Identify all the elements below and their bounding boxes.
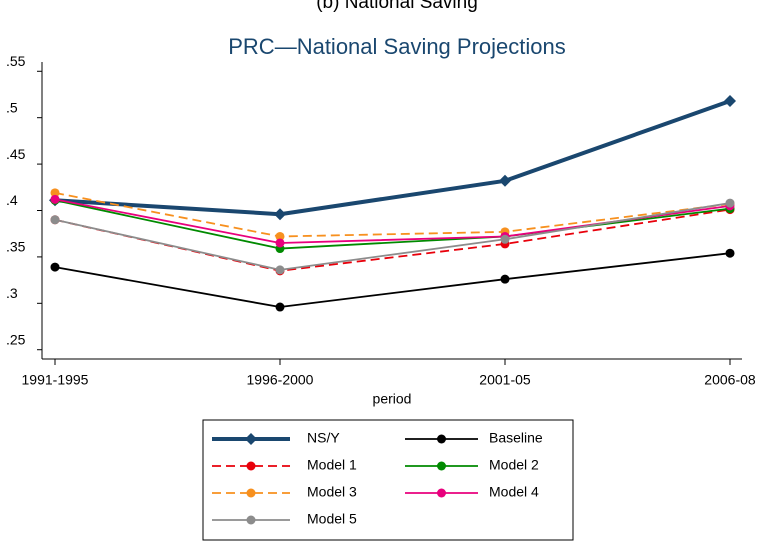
chart-title: PRC—National Saving Projections bbox=[228, 34, 566, 59]
y-tick-label: .4 bbox=[6, 192, 18, 208]
x-tick-label: 1996-2000 bbox=[247, 372, 314, 388]
data-point bbox=[275, 238, 285, 248]
legend-label: Model 2 bbox=[489, 457, 539, 473]
chart-subtitle: (b) National Saving bbox=[316, 0, 478, 13]
x-tick-label: 2001-05 bbox=[479, 372, 531, 388]
y-tick-label: .25 bbox=[6, 331, 26, 347]
series-line bbox=[54, 99, 731, 217]
legend-label: NS/Y bbox=[307, 430, 340, 446]
data-point bbox=[50, 194, 60, 204]
legend-label: Model 3 bbox=[307, 484, 357, 500]
data-point bbox=[275, 265, 285, 275]
y-tick-label: .45 bbox=[6, 146, 26, 162]
data-point bbox=[275, 302, 285, 312]
series-line bbox=[54, 191, 731, 238]
series-line bbox=[54, 252, 731, 308]
series-line bbox=[54, 202, 731, 271]
legend-marker bbox=[437, 461, 446, 471]
legend-marker bbox=[246, 461, 256, 471]
data-point bbox=[724, 94, 736, 107]
y-tick-label: .55 bbox=[6, 53, 26, 69]
data-point bbox=[50, 215, 60, 225]
x-tick-label: 1991-1995 bbox=[22, 372, 89, 388]
data-point bbox=[274, 208, 286, 221]
legend-marker bbox=[437, 488, 446, 498]
series-line bbox=[54, 199, 731, 250]
data-point bbox=[500, 234, 510, 244]
legend-label: Baseline bbox=[489, 430, 543, 446]
legend-marker bbox=[246, 515, 256, 525]
x-tick-label: 2006-08 bbox=[704, 372, 756, 388]
data-point bbox=[500, 274, 510, 284]
data-point bbox=[725, 198, 735, 208]
legend-marker bbox=[246, 488, 256, 498]
x-axis-label: period bbox=[373, 391, 412, 407]
y-tick-label: .35 bbox=[6, 239, 26, 255]
y-tick-label: .3 bbox=[6, 285, 18, 301]
data-point bbox=[50, 188, 60, 198]
y-tick-label: .5 bbox=[6, 99, 18, 115]
legend-label: Model 4 bbox=[489, 484, 539, 500]
data-point bbox=[725, 248, 735, 258]
legend-label: Model 5 bbox=[307, 511, 357, 527]
legend-marker bbox=[437, 434, 446, 444]
data-point bbox=[50, 262, 60, 272]
data-point bbox=[499, 174, 511, 187]
legend-marker bbox=[245, 433, 257, 445]
legend-label: Model 1 bbox=[307, 457, 357, 473]
data-point bbox=[275, 231, 285, 241]
